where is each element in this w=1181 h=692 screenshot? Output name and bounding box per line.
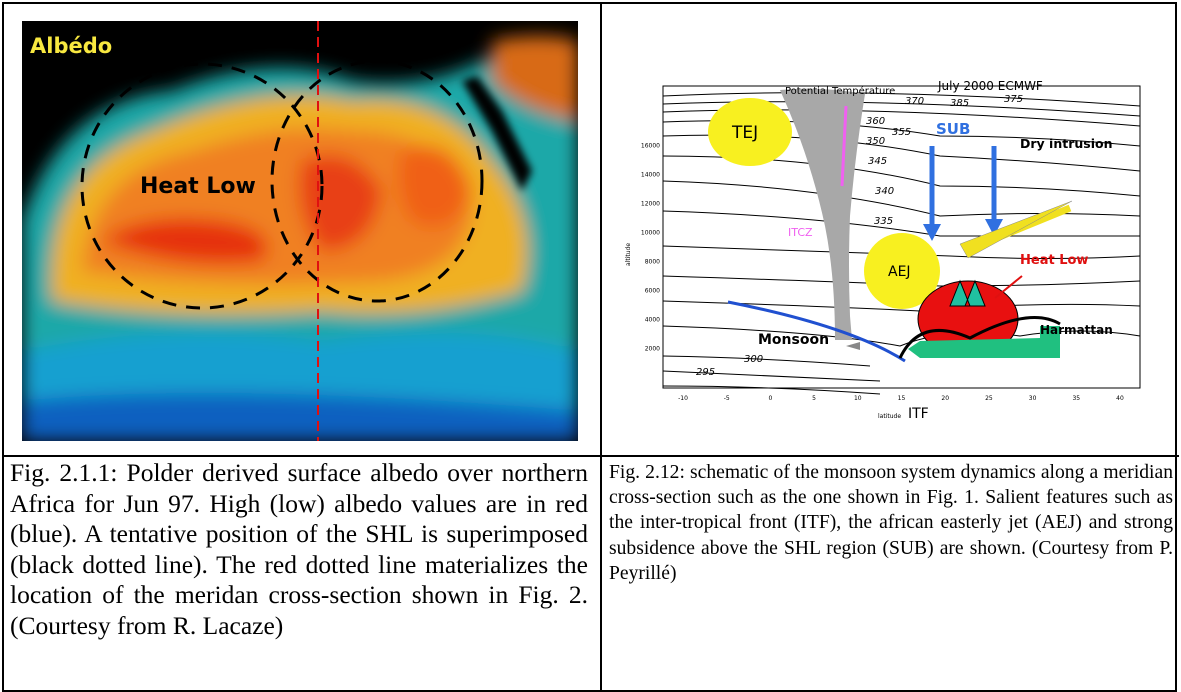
- diagram-label: SUB: [936, 120, 970, 138]
- diagram-label: ITCZ: [788, 226, 813, 239]
- y-tick-label: 12000: [641, 201, 660, 208]
- diagram-label: Heat Low: [1020, 253, 1088, 268]
- y-tick-label: 8000: [645, 259, 660, 266]
- diagram-label: TEJ: [731, 123, 758, 143]
- heat-low-circle: [80, 62, 324, 310]
- x-tick-label: 10: [854, 395, 862, 402]
- diagram-label: ITF: [908, 406, 929, 422]
- sub-arrow-head: [985, 219, 1003, 236]
- isotherm-label: 335: [874, 216, 893, 227]
- isotherm-labels: 370 385 375 360 355 350 345 340 335 300 …: [696, 94, 1023, 378]
- isotherm-label: 340: [875, 186, 894, 197]
- isotherm-label: 360: [866, 116, 885, 127]
- itcz-pink: [840, 105, 848, 187]
- red-sea: [462, 76, 532, 191]
- diagram-label: AEJ: [888, 264, 911, 280]
- isotherm-label: 345: [868, 156, 887, 167]
- isotherm-label: 295: [696, 367, 715, 378]
- axis-title: altitude: [625, 243, 632, 266]
- sub-arrow-head: [923, 224, 941, 241]
- y-tick-label: 14000: [641, 172, 660, 179]
- monsoon-arrow: [846, 342, 860, 350]
- isotherm-label: 385: [950, 98, 969, 109]
- y-tick-label: 4000: [645, 317, 660, 324]
- column-divider: [600, 2, 602, 692]
- axis-title: latitude: [878, 413, 901, 420]
- row-divider: [2, 455, 1179, 457]
- plot-frame: [662, 85, 1141, 389]
- caption: Fig. 2.12: schematic of the monsoon syst…: [609, 462, 1173, 584]
- dry-intrusion-arrow-head: [959, 200, 1073, 259]
- harmattan-arrow: [908, 326, 1060, 358]
- diagram-label: July 2000 ECMWF: [937, 79, 1043, 93]
- diagram-label: Potential Température: [785, 85, 895, 97]
- itcz-column: [780, 88, 865, 341]
- isotherm-label: 300: [744, 354, 763, 365]
- isotherm-label: 355: [892, 127, 911, 138]
- x-tick-label: 5: [812, 395, 816, 402]
- y-tick-label: 16000: [641, 143, 660, 150]
- heat-low-pointer: [994, 275, 1023, 299]
- tej-blob: [708, 98, 792, 166]
- x-tick-label: -10: [678, 395, 688, 402]
- x-tick-label: 20: [941, 395, 949, 402]
- isotherm-label: 350: [866, 136, 885, 147]
- isotherm-label: 375: [1004, 94, 1023, 105]
- monsoon-schematic: -10 -5 0 5 10 15 20 25 30 35 40 2000 4000 6000 8000 100…: [625, 79, 1141, 422]
- x-tick-label: -5: [724, 395, 730, 402]
- x-tick-label: 0: [768, 395, 772, 402]
- x-tick-label: 15: [898, 395, 906, 402]
- x-tick-label: 35: [1072, 395, 1080, 402]
- x-tick-label: 30: [1029, 395, 1037, 402]
- shl-circle: [270, 59, 484, 303]
- itf-line: [898, 316, 1061, 359]
- caption: Fig. 2.1.1: Polder derived surface albed…: [10, 458, 588, 640]
- monsoon-line: [727, 300, 906, 363]
- axis-ticks: -10 -5 0 5 10 15 20 25 30 35 40 2000 4000 6000 8000 100…: [641, 143, 1124, 403]
- y-tick-label: 10000: [641, 230, 660, 237]
- x-tick-label: 25: [985, 395, 993, 402]
- map-title: Albédo: [30, 34, 112, 58]
- albedo-map: Albédo Heat Low: [22, 21, 578, 441]
- aej-blob: [864, 233, 940, 309]
- isotherm-label: 370: [905, 96, 924, 107]
- heat-low-arrows: [949, 279, 986, 307]
- x-tick-label: 40: [1116, 395, 1124, 402]
- diagram-label: Dry intrusion: [1020, 136, 1112, 151]
- y-tick-label: 2000: [645, 346, 660, 353]
- map-land: [22, 36, 578, 441]
- diagram-label: Monsoon: [758, 332, 829, 348]
- y-tick-label: 6000: [645, 288, 660, 295]
- map-label: Heat Low: [140, 174, 256, 199]
- diagram-label: Harmattan: [1040, 323, 1113, 337]
